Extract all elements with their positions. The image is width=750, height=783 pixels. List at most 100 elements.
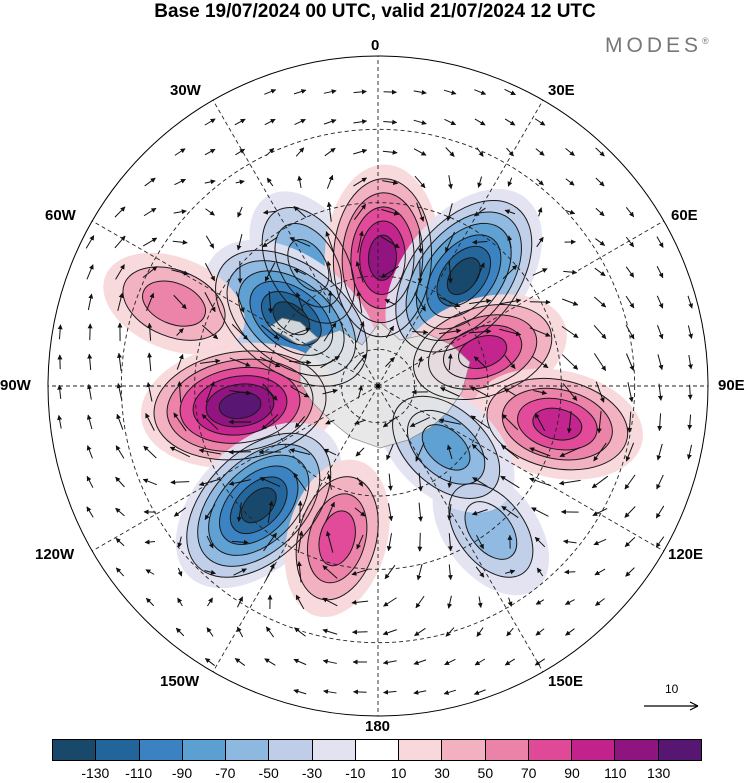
wind-vector [504, 209, 516, 215]
contour-line [229, 476, 288, 535]
polar-map [47, 55, 709, 717]
wind-vector [147, 322, 153, 341]
wind-vector [470, 415, 490, 429]
wind-vector [565, 628, 575, 636]
wind-vector [322, 597, 338, 607]
wind-vector [176, 353, 184, 370]
wind-vector [57, 324, 63, 340]
wind-vector [469, 298, 492, 305]
contour-line [426, 234, 502, 319]
wind-vector [116, 352, 122, 371]
contour-line [142, 280, 206, 327]
wind-vector [355, 447, 365, 457]
wind-vector [85, 235, 95, 249]
wind-vector [468, 328, 492, 334]
contour-line [332, 178, 433, 338]
meridian-line [91, 385, 379, 552]
graticule [48, 56, 708, 716]
contour-line [179, 366, 301, 444]
wind-vector [499, 328, 522, 337]
wind-vector [656, 236, 664, 248]
wind-vector [320, 355, 340, 369]
wind-vector [144, 177, 156, 187]
anomaly-band [422, 424, 470, 471]
wind-vector [439, 387, 460, 397]
wind-vector [86, 264, 94, 280]
wind-vector [145, 569, 155, 575]
wind-vector [294, 416, 306, 428]
wind-vector [386, 533, 393, 552]
wind-vector [380, 235, 400, 249]
wind-vector [234, 658, 246, 666]
wind-vector [594, 568, 606, 576]
wind-vector [322, 388, 338, 395]
lon-label-60w: 60W [45, 207, 76, 224]
wind-vector [529, 447, 551, 457]
wind-vector [656, 325, 664, 340]
wind-vector [627, 411, 633, 433]
wind-vector [475, 566, 485, 578]
wind-vector [418, 230, 424, 254]
antarctica-land [267, 317, 471, 449]
wind-vector [176, 328, 184, 336]
south-pole-marker [376, 384, 380, 388]
meridian-line [212, 99, 379, 387]
wind-vector [565, 209, 576, 215]
wind-vector [294, 118, 306, 126]
wind-vector [355, 261, 364, 283]
contour-line [464, 501, 518, 560]
wind-vector [687, 354, 693, 370]
contour-line [192, 375, 288, 436]
wind-vector [288, 359, 312, 365]
wind-vector [625, 206, 635, 218]
wind-vector [259, 477, 281, 487]
contour-line [341, 192, 424, 324]
lon-label-150w: 150W [160, 673, 200, 690]
wind-vector [86, 445, 93, 459]
lon-label-150e: 150E [548, 673, 584, 690]
lon-label-180: 180 [365, 718, 391, 735]
wind-vector [387, 473, 393, 491]
contour-line [238, 270, 345, 367]
wind-vector [472, 239, 488, 245]
wind-vector [293, 472, 307, 492]
contour-line [501, 387, 613, 461]
anomaly-band [241, 487, 277, 523]
wind-vector [293, 268, 306, 276]
wind-vector [323, 119, 337, 125]
contour-line [295, 476, 379, 601]
anomaly-band [142, 281, 206, 327]
wind-vector [87, 383, 92, 400]
meridian-line [377, 385, 544, 673]
wind-vector [114, 206, 126, 218]
wind-vector [383, 689, 397, 695]
wind-vector [502, 264, 518, 280]
wind-vector [534, 658, 546, 666]
brand-name: MODES [605, 34, 703, 57]
wind-vector [476, 534, 484, 550]
wind-vector [114, 235, 126, 249]
wind-vector [561, 298, 579, 306]
wind-vector [116, 413, 124, 430]
contour-line [166, 358, 314, 453]
wind-vector [388, 503, 394, 522]
wind-vector [625, 295, 635, 309]
wind-vector [534, 118, 546, 126]
contour-line [517, 397, 598, 451]
wind-vector [413, 89, 427, 95]
wind-vector [447, 564, 453, 581]
wind-vector [531, 507, 549, 517]
wind-vector [413, 119, 427, 125]
wind-vector [262, 236, 278, 248]
wind-vector [322, 565, 338, 579]
wind-vector [173, 412, 187, 432]
wind-vector [414, 292, 426, 312]
wind-vector [446, 444, 453, 460]
contour-line [218, 391, 262, 420]
wind-vector [533, 389, 548, 395]
wind-vector [205, 381, 215, 403]
wind-vector [475, 262, 485, 282]
wind-vector [529, 299, 551, 305]
wind-vector [535, 599, 545, 605]
positive-center-nw [103, 252, 245, 355]
